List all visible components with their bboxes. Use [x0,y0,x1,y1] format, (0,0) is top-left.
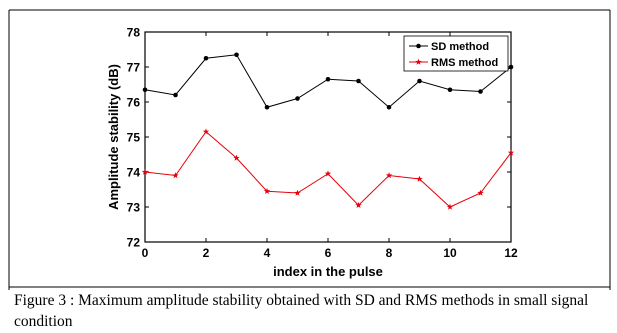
sd-data-point [356,78,361,84]
sd-data-point [325,76,331,82]
rms-data-point [294,189,301,196]
sd-data-point [478,89,483,94]
x-tick-label: 4 [264,246,271,260]
figure-caption: Figure 3 : Maximum amplitude stability o… [14,292,589,330]
x-tick-label: 8 [386,246,393,260]
rms-data-point [324,170,332,177]
legend-rms-label: RMS method [431,57,498,69]
x-axis-label: index in the pulse [273,264,383,279]
legend: SD method RMS method [403,35,509,72]
y-tick-label: 72 [127,236,141,250]
x-tick-label: 6 [325,246,332,260]
x-tick-label: 12 [504,246,518,260]
series-layer [141,52,515,210]
y-tick-label: 75 [127,131,141,145]
rms-data-point [202,128,210,135]
rms-data-point [416,175,423,182]
y-tick-label: 73 [127,201,141,215]
y-tick-label: 77 [127,61,141,75]
sd-data-point [417,78,422,84]
y-tick-label: 74 [127,166,141,180]
sd-data-point [386,104,392,110]
sd-data-point [142,87,148,93]
y-axis: 72 73 74 75 76 77 78 [127,26,511,250]
sd-data-point [508,64,514,70]
sd-data-point [264,104,270,110]
x-tick-label: 0 [142,246,149,260]
sd-data-point [447,87,453,93]
x-axis: 0 2 4 6 8 10 12 [142,32,518,260]
rms-data-point [233,154,240,161]
rms-data-point [446,203,454,210]
legend-box [403,35,509,72]
sd-data-point [234,52,239,58]
rms-data-point [263,187,271,194]
rms-data-point [385,172,393,179]
rms-data-point [355,201,362,208]
legend-sd-label: SD method [431,41,489,53]
legend-sd-marker [416,43,421,49]
rms-data-point [507,149,515,156]
sd-data-point [295,96,300,101]
sd-data-point [173,92,178,98]
y-axis-label: Amplitude stability (dB) [106,64,121,210]
y-tick-label: 78 [127,26,141,40]
rms-data-point [172,172,179,179]
x-tick-label: 10 [443,246,457,260]
y-tick-label: 76 [127,96,141,110]
rms-data-point [477,189,484,196]
series-line-rms [144,131,512,208]
x-tick-label: 2 [203,246,210,260]
sd-data-point [203,55,209,61]
rms-data-point [141,168,149,175]
legend-rms-marker [415,58,422,65]
